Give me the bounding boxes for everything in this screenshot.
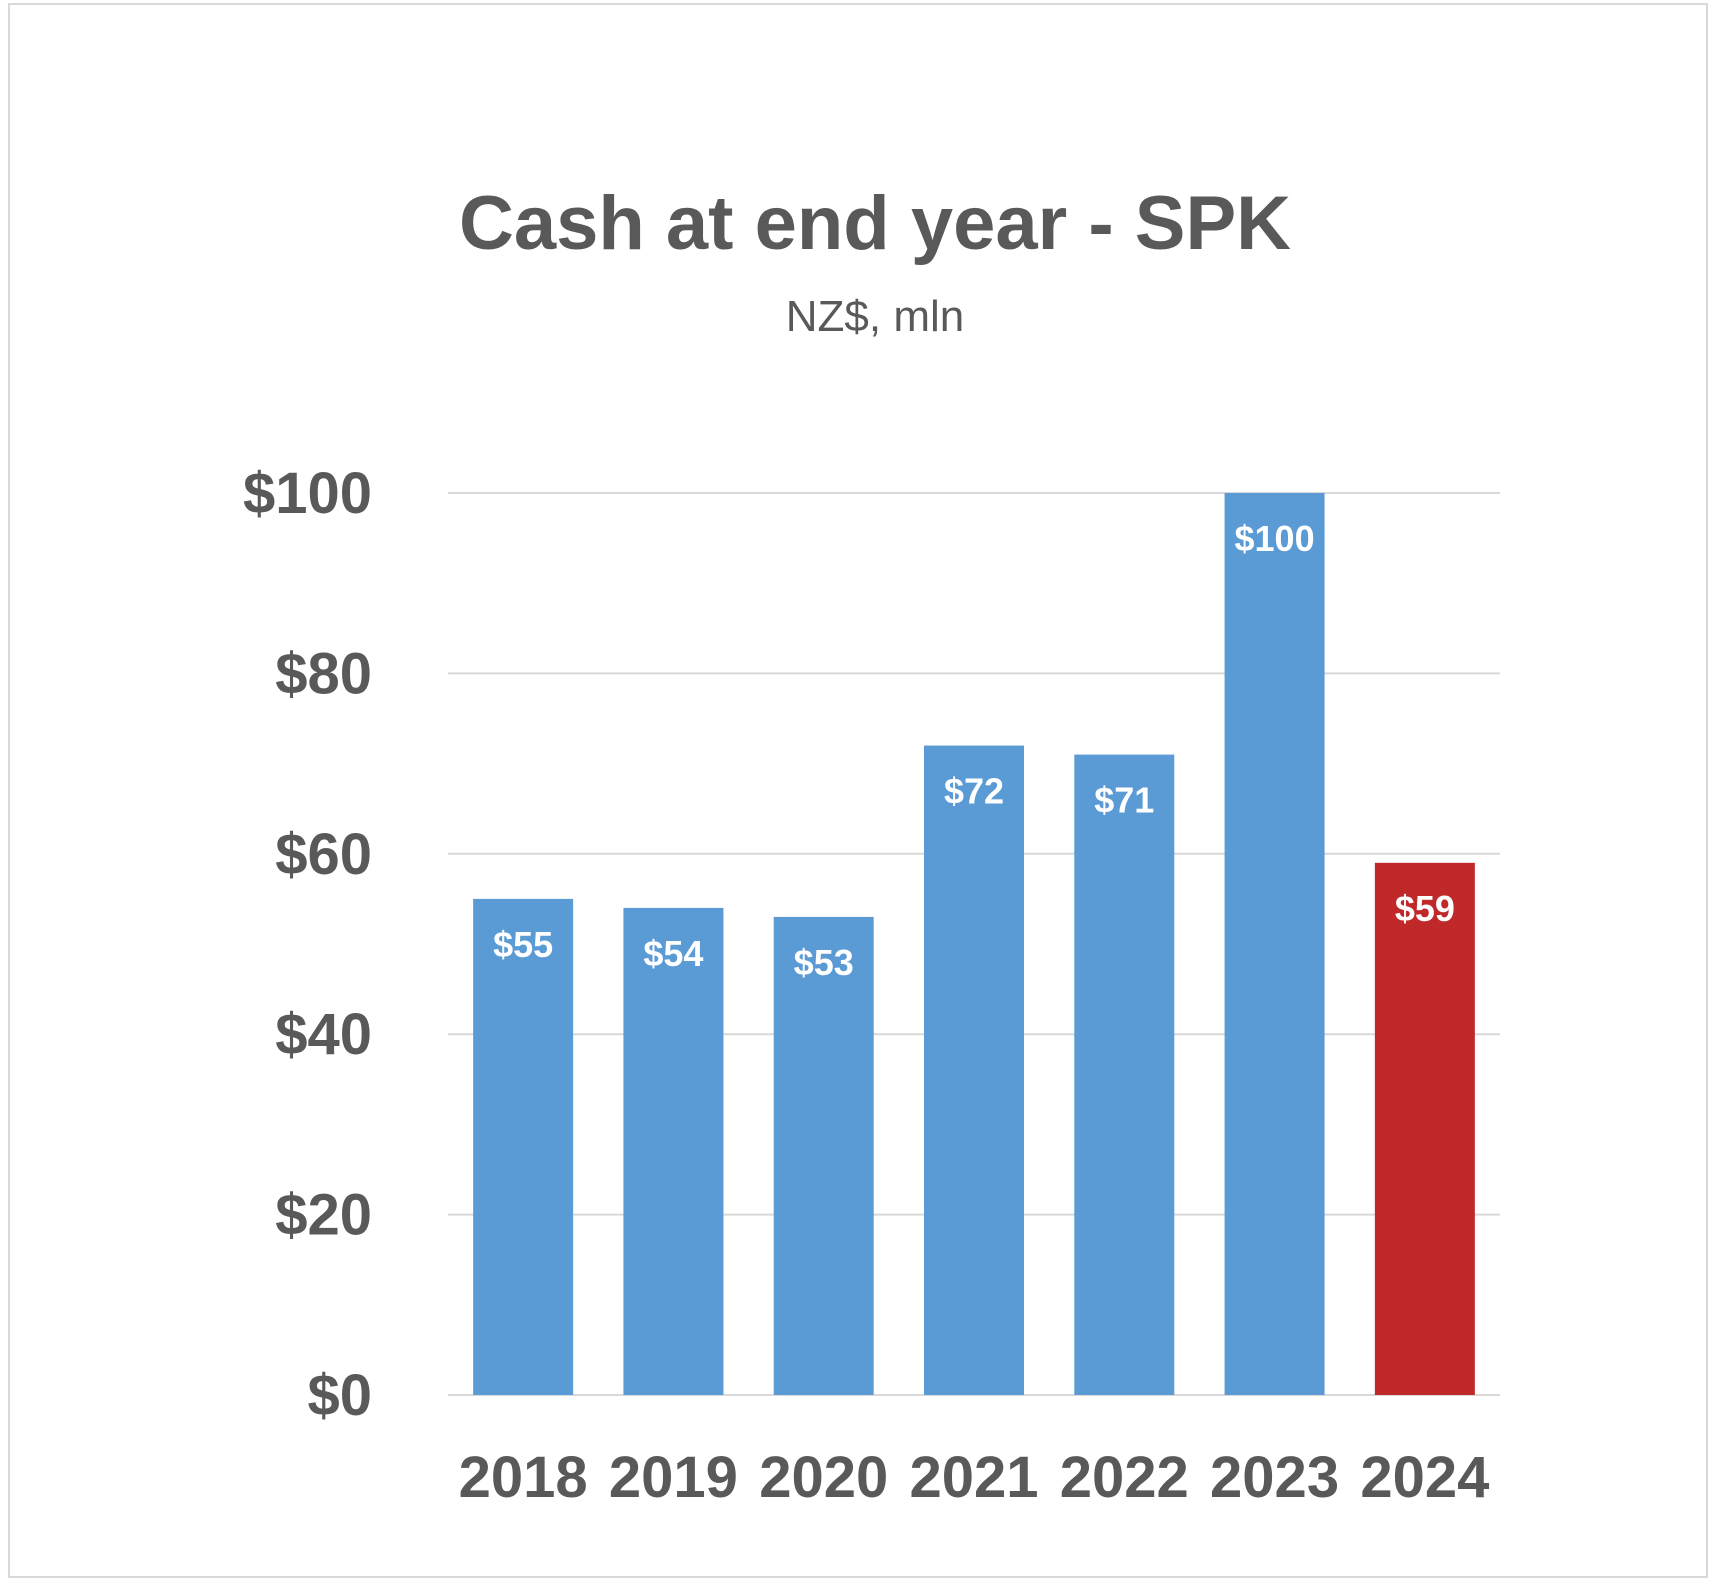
data-label: $55 <box>493 924 553 965</box>
y-tick-label: $20 <box>275 1183 372 1248</box>
x-tick-label: 2021 <box>909 1445 1038 1510</box>
data-label: $72 <box>944 771 1004 812</box>
bar-2020 <box>773 916 874 1395</box>
bar-2022 <box>1074 754 1175 1395</box>
x-tick-label: 2020 <box>759 1445 888 1510</box>
bar-2023 <box>1224 493 1325 1395</box>
data-label: $71 <box>1094 780 1154 821</box>
y-tick-label: $40 <box>275 1002 372 1067</box>
x-tick-label: 2024 <box>1360 1445 1489 1510</box>
y-tick-label: $80 <box>275 641 372 706</box>
chart-subtitle: NZ$, mln <box>785 292 965 341</box>
data-label: $59 <box>1395 888 1455 929</box>
bars <box>473 493 1475 1395</box>
bar-2018 <box>473 898 574 1395</box>
data-label: $53 <box>794 942 854 983</box>
data-label: $54 <box>643 933 703 974</box>
x-tick-label: 2023 <box>1210 1445 1339 1510</box>
data-labels: $55 $54 $53 $72 $71 $100 $59 <box>493 518 1455 983</box>
y-axis-labels: $0 $20 $40 $60 $80 $100 <box>243 461 372 1428</box>
y-tick-label: $0 <box>307 1363 372 1428</box>
x-tick-label: 2019 <box>609 1445 738 1510</box>
y-tick-label: $100 <box>243 461 372 526</box>
data-label: $100 <box>1235 518 1315 559</box>
x-axis-labels: 2018 2019 2020 2021 2022 2023 2024 <box>459 1445 1490 1510</box>
x-tick-label: 2022 <box>1060 1445 1189 1510</box>
bar-2019 <box>623 907 724 1395</box>
x-tick-label: 2018 <box>459 1445 588 1510</box>
bar-2024 <box>1374 862 1475 1395</box>
chart-title: Cash at end year - SPK <box>458 181 1292 266</box>
y-tick-label: $60 <box>275 822 372 887</box>
bar-2021 <box>924 745 1024 1395</box>
